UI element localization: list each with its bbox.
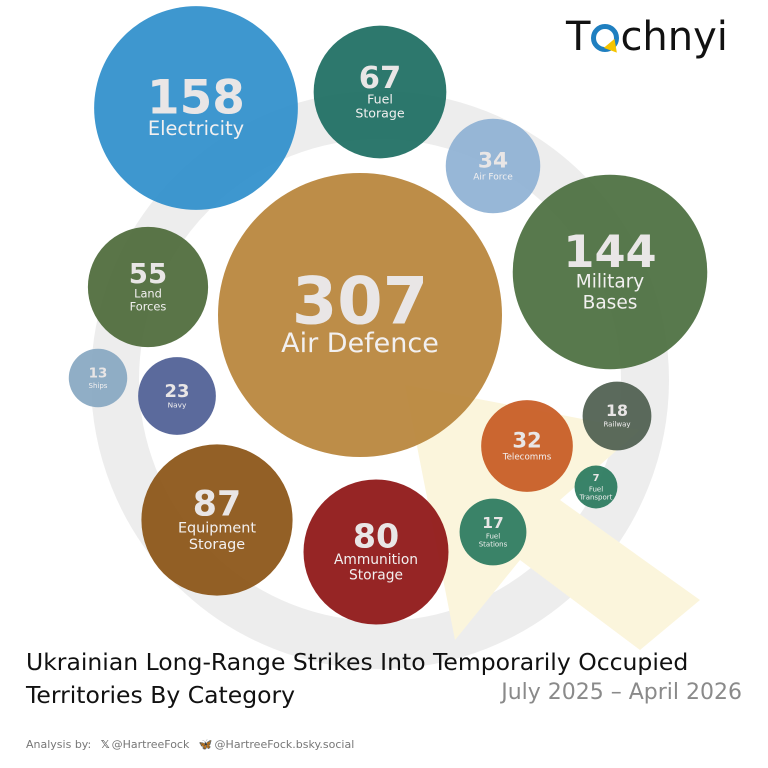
bubble-label: Military Bases — [576, 272, 645, 314]
bubble-value: 80 — [353, 517, 399, 556]
bubble-label: Railway — [603, 421, 630, 429]
bubble-label: Equipment Storage — [178, 521, 256, 553]
chart-title: Ukrainian Long-Range Strikes Into Tempor… — [26, 648, 689, 709]
bubble-circle — [582, 381, 652, 451]
bubble-label: Fuel Storage — [355, 91, 405, 120]
bubble-label: Navy — [168, 401, 187, 410]
bubble-label: Electricity — [148, 117, 244, 140]
bubble-label: Air Defence — [281, 328, 439, 359]
bubble-value: 34 — [478, 148, 508, 173]
butterfly-icon: 🦋 — [198, 738, 213, 751]
bubble-circle — [303, 479, 449, 625]
bubble-circle — [445, 118, 541, 214]
bubble-value: 87 — [193, 484, 241, 524]
bubble-label: Fuel Stations — [479, 533, 508, 549]
bsky-handle[interactable]: @HartreeFock.bsky.social — [214, 738, 355, 751]
bubble-label: Fuel Transport — [579, 485, 613, 501]
analysis-label: Analysis by: — [26, 738, 92, 751]
bubble-label: Ammunition Storage — [334, 552, 418, 584]
bubble-value: 23 — [165, 381, 190, 402]
bubble-circle — [218, 173, 502, 457]
x-icon: 𝕏 — [100, 738, 110, 751]
bubble-circle — [87, 226, 209, 348]
bubble-circle — [459, 498, 527, 566]
bubble-value: 32 — [512, 427, 541, 452]
bubble-value: 17 — [482, 514, 503, 532]
bubble-value: 55 — [129, 257, 167, 290]
bubble-value: 67 — [359, 61, 401, 96]
bubble-value: 7 — [593, 473, 600, 484]
bubble-value: 307 — [292, 263, 428, 339]
bubble-circle — [94, 6, 298, 210]
bubble-circle — [68, 348, 128, 408]
x-handle[interactable]: @HartreeFock — [111, 738, 190, 751]
credits: Analysis by: 𝕏 @HartreeFock 🦋 @HartreeFock… — [26, 738, 360, 751]
logo-target-icon — [591, 24, 620, 52]
bubble-circle — [141, 444, 293, 596]
bubble-circle — [574, 465, 618, 509]
chart-subtitle: July 2025 – April 2026 — [501, 680, 742, 705]
bubble-value: 18 — [606, 401, 628, 420]
bubble-value: 158 — [147, 70, 245, 125]
bubble-circle — [512, 174, 708, 370]
bubble-value: 13 — [89, 366, 108, 381]
bubble-label: Air Force — [473, 173, 513, 183]
bubble-value: 144 — [563, 226, 656, 278]
bubble-label: Land Forces — [130, 287, 167, 314]
bubble-label: Ships — [89, 382, 108, 390]
bubble-label: Telecomms — [502, 452, 552, 462]
bubble-circle — [138, 357, 216, 435]
bubble-circle — [481, 400, 573, 492]
bubble-circle — [313, 25, 447, 159]
